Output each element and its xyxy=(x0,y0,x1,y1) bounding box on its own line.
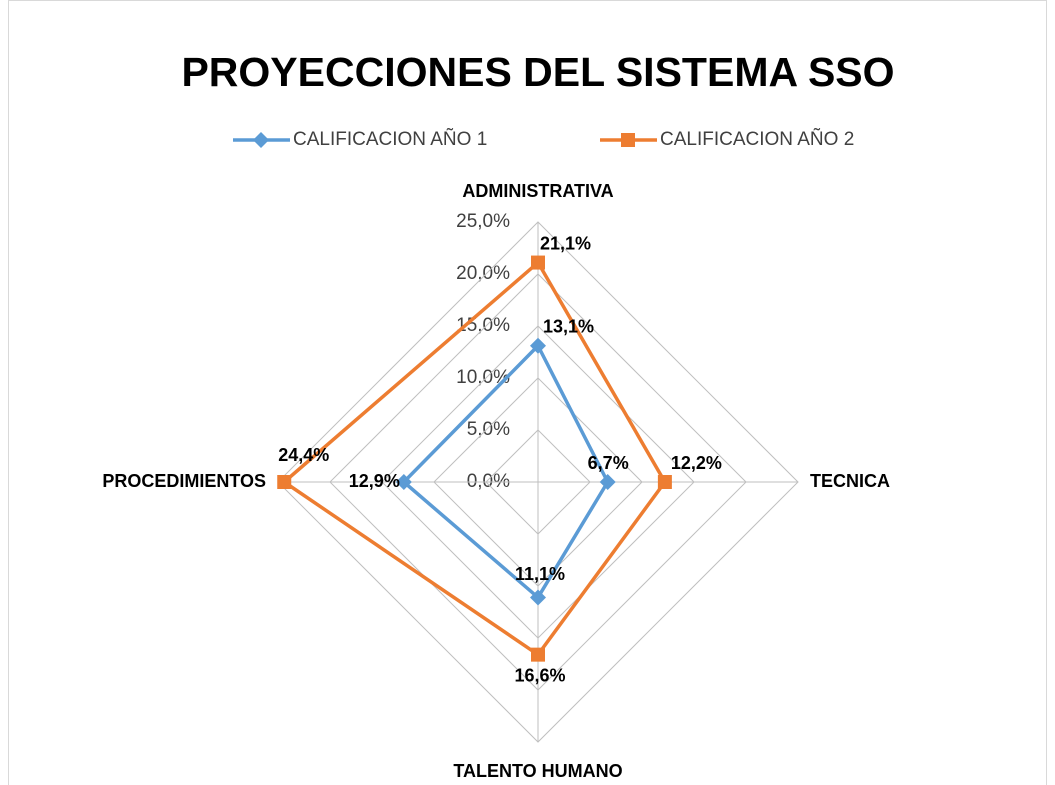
data-point xyxy=(531,255,545,270)
r-tick-label: 5,0% xyxy=(467,419,510,440)
data-point xyxy=(531,647,545,662)
data-label: 21,1% xyxy=(540,233,591,253)
data-label: 12,9% xyxy=(349,471,400,491)
category-label: PROCEDIMIENTOS xyxy=(102,471,266,491)
data-label: 11,1% xyxy=(515,564,565,584)
category-label: ADMINISTRATIVA xyxy=(462,181,613,201)
r-tick-label: 20,0% xyxy=(456,263,510,284)
chart-title: PROYECCIONES DEL SISTEMA SSO xyxy=(181,49,894,95)
data-point xyxy=(530,589,546,606)
data-label: 12,2% xyxy=(671,453,722,473)
data-point xyxy=(530,337,546,354)
category-label: TALENTO HUMANO xyxy=(453,761,622,781)
data-label: 24,4% xyxy=(278,445,329,465)
r-tick-label: 10,0% xyxy=(456,367,510,388)
legend-label: CALIFICACION AÑO 1 xyxy=(293,128,487,150)
data-label: 16,6% xyxy=(514,665,565,685)
data-point xyxy=(277,475,292,489)
legend-marker xyxy=(253,132,269,148)
chart-frame xyxy=(8,0,1047,785)
data-point xyxy=(657,475,672,489)
data-point xyxy=(599,474,616,490)
data-label: 13,1% xyxy=(543,317,594,337)
r-tick-label: 25,0% xyxy=(456,211,510,232)
legend-label: CALIFICACION AÑO 2 xyxy=(660,128,854,150)
legend-marker xyxy=(621,133,635,147)
category-label: TECNICA xyxy=(810,471,890,491)
data-label: 6,7% xyxy=(588,453,629,473)
data-point xyxy=(395,474,412,490)
